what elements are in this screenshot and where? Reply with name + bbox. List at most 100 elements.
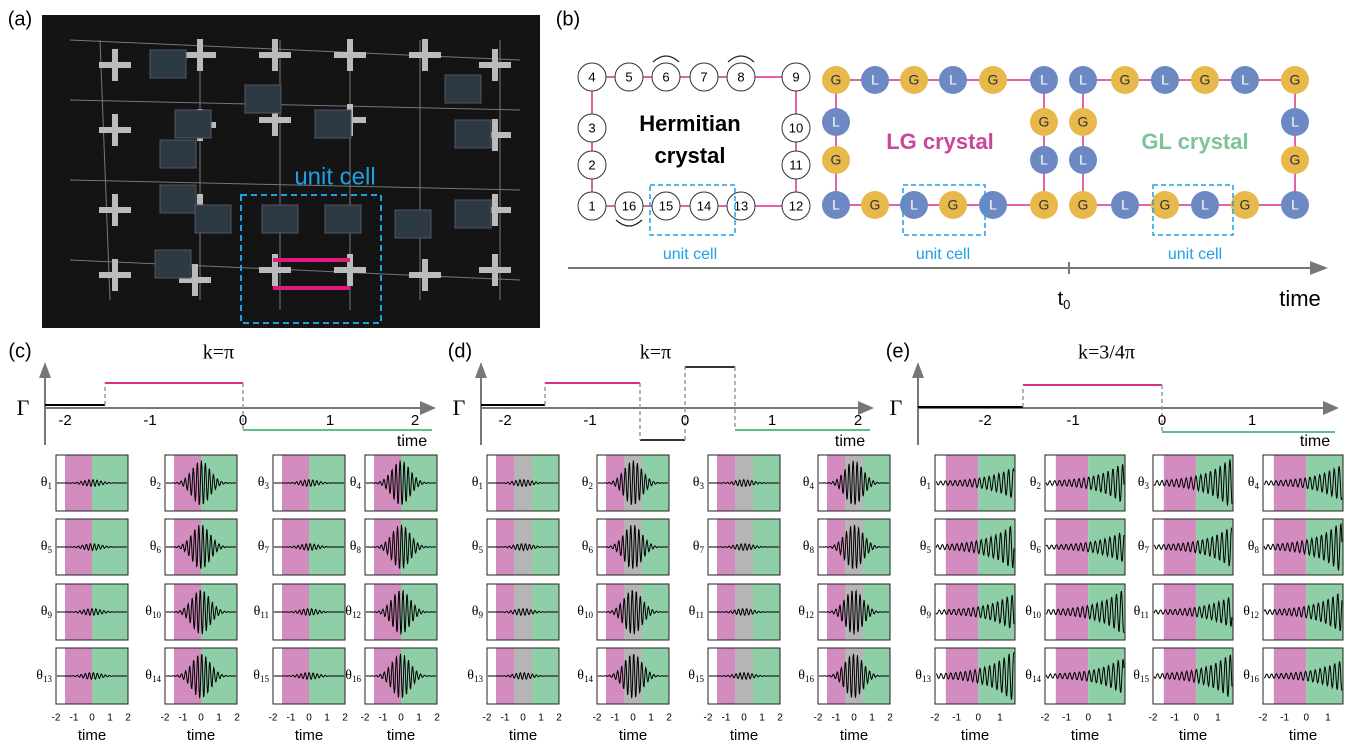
theta-label: θ6 [1030,539,1042,555]
theta-index: 1 [48,481,53,491]
x-axis-label: time [1300,433,1330,450]
plot-tick-label: -1 [1062,713,1071,724]
site-label: 10 [789,120,803,135]
plot-tick-label: 1 [1325,713,1331,724]
theta-index: 11 [1140,610,1149,620]
plot-tick-label: -1 [179,713,188,724]
plot-shade [827,584,845,640]
plot-x-label: time [387,727,415,744]
theta-index: 9 [48,610,53,620]
theta-label: θ9 [472,604,484,620]
x-tick-label: 1 [1248,412,1256,429]
site-label: 5 [625,69,632,84]
plot-tick-label: 2 [777,713,783,724]
figure: (a)(b)(c)(d)(e)unit cell1234567891011121… [0,0,1367,748]
site-label: G [1120,72,1131,88]
panel-title: k=3/4π [1078,342,1135,364]
theta-label: θ7 [258,539,270,555]
theta-label: θ1 [41,475,52,491]
plot-shade [735,648,753,704]
plot-tick-label: 0 [741,713,747,724]
theta-label: θ8 [803,539,815,555]
plot-tick-label: -2 [814,713,823,724]
plot-tick-label: 1 [997,713,1003,724]
site-label: G [1290,72,1301,88]
plot-tick-label: 0 [1303,713,1309,724]
plot-tick-label: 1 [216,713,222,724]
theta-label: θ4 [1248,475,1260,491]
theta-index: 13 [474,674,484,684]
arrow-head [39,362,51,378]
theta-index: 12 [1250,610,1259,620]
x-tick-label: -1 [143,412,156,429]
circuit-board [395,210,431,238]
site-label: G [831,72,842,88]
theta-label: θ13 [915,668,931,684]
x-tick-label: 0 [681,412,689,429]
plot-tick-label: 1 [107,713,113,724]
theta-label: θ5 [920,539,932,555]
arrow-head [1310,261,1328,275]
plot-tick-label: 0 [1193,713,1199,724]
panel-label: (e) [886,340,910,362]
panel-label: (a) [8,8,32,30]
node-cross [347,39,353,71]
theta-label: θ6 [150,539,162,555]
theta-index: 8 [810,545,815,555]
x-tick-label: 2 [854,412,862,429]
site-label: 4 [588,69,595,84]
node-cross [197,39,203,71]
theta-index: 4 [357,481,362,491]
theta-label: θ7 [693,539,705,555]
panel-label: (d) [448,340,472,362]
theta-index: 11 [260,610,269,620]
node-cross [492,254,498,286]
theta-index: 5 [927,545,932,555]
x-tick-label: -2 [978,412,991,429]
theta-index: 3 [700,481,705,491]
plot-shade [514,584,532,640]
theta-label: θ14 [1025,668,1041,684]
panel-title: k=π [640,342,671,364]
theta-index: 9 [479,610,484,620]
theta-label: θ11 [254,604,269,620]
panel-title: k=π [203,342,234,364]
site-label: L [1040,72,1048,88]
unit-cell-label: unit cell [1168,246,1222,263]
theta-label: θ4 [803,475,815,491]
circuit-board [195,205,231,233]
theta-label: θ4 [350,475,362,491]
plot-x-label: time [961,727,989,744]
plot-tick-label: 1 [538,713,544,724]
arrow-head [912,362,924,378]
plot-tick-label: 1 [648,713,654,724]
plot-tick-label: 0 [1085,713,1091,724]
plot-tick-label: 0 [89,713,95,724]
x-tick-label: 1 [768,412,776,429]
plot-tick-label: -2 [52,713,61,724]
theta-index: 6 [589,545,594,555]
circuit-board [160,140,196,168]
gl-title: GL crystal [1141,129,1248,154]
theta-label: θ12 [345,604,361,620]
t0-sub: 0 [1063,297,1070,312]
plot-tick-label: 0 [306,713,312,724]
plot-tick-label: -2 [1149,713,1158,724]
x-tick-label: 1 [326,412,334,429]
plot-x-label: time [1289,727,1317,744]
plot-x-label: time [187,727,215,744]
theta-index: 15 [1140,674,1150,684]
theta-index: 10 [1032,610,1042,620]
plot-x-label: time [1071,727,1099,744]
plot-tick-label: -2 [361,713,370,724]
site-label: L [989,197,997,213]
circuit-board [160,185,196,213]
theta-index: 1 [479,481,484,491]
plot-tick-label: 1 [759,713,765,724]
circuit-board [150,50,186,78]
x-axis-label: time [835,433,865,450]
plot-tick-label: 0 [520,713,526,724]
site-label: G [1160,197,1171,213]
site-label: L [1291,114,1299,130]
site-label: 11 [789,157,803,172]
